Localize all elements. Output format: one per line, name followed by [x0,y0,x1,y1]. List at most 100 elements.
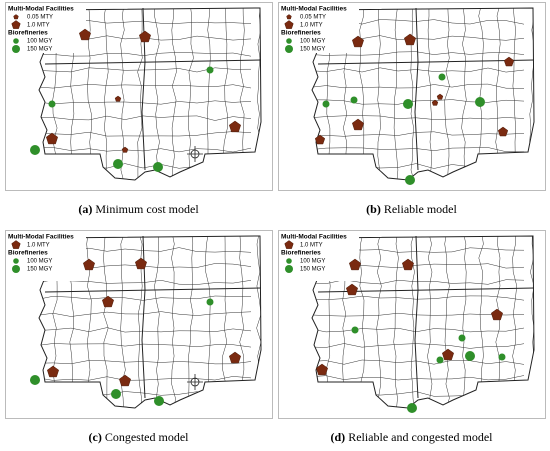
county-line [478,8,484,180]
county-line [512,236,518,408]
facility-marker [121,146,129,153]
legend-title: Biorefineries [8,30,48,37]
compass [187,374,203,390]
biorefinery-marker [405,175,415,185]
county-line [410,236,416,408]
facility-marker [491,308,503,321]
county-line [462,236,467,408]
map-panel: Multi-Modal Facilities 1.0 MTYBiorefineri… [5,230,273,419]
caption: (c) Congested model [89,430,190,444]
map-panel: Multi-Modal Facilities 1.0 MTYBiorefineri… [278,230,546,419]
map-panel: Multi-Modal Facilities 0.05 MTY 1.0 MTYBio… [5,2,273,191]
county-line [393,8,399,180]
facility-marker [13,14,19,20]
facility-marker [404,33,416,46]
county-line [188,236,194,408]
county-line [312,115,525,120]
caption: (d) Reliable and congested model [331,430,494,444]
county-line [39,343,252,348]
caption-text: Reliable model [384,202,458,216]
county-line [410,8,415,180]
county-line [171,8,177,180]
legend-label: 150 MGY [27,47,52,53]
county-line [205,236,211,408]
county-line [312,51,525,56]
county-line [39,84,252,89]
facility-marker [229,120,241,133]
legend-title: Multi-Modal Facilities [281,6,347,13]
county-line [444,8,450,180]
county-line [39,147,252,153]
biorefinery-marker [351,326,359,334]
county-line [495,8,501,180]
county-line [427,8,433,180]
legend-title: Multi-Modal Facilities [281,234,347,241]
facility-marker [114,95,122,102]
county-line [222,236,228,408]
facility-marker [314,134,326,145]
biorefinery-marker [458,334,466,342]
facility-marker [284,20,294,29]
biorefinery-marker [436,356,444,364]
facility-marker [349,258,361,271]
county-line [512,8,516,180]
state-line [414,235,419,399]
county-line [312,279,525,285]
facility-marker [11,240,21,249]
state-line [44,287,262,293]
county-line [312,343,525,349]
legend-label: 0.05 MTY [300,15,326,21]
county-line [39,115,252,121]
biorefinery-marker [475,97,485,107]
county-line [137,236,143,408]
facility-marker [497,126,509,137]
facility-marker [431,99,439,106]
map-outline [38,7,262,181]
legend-box [6,231,86,281]
biorefinery-marker [206,298,214,306]
caption-label: (a) [78,202,92,216]
caption-text: Congested model [105,430,189,444]
facility-marker [436,93,444,100]
legend-title: Multi-Modal Facilities [8,6,74,13]
county-line [103,236,109,408]
legend-label: 1.0 MTY [300,23,323,29]
facility-marker [503,56,515,67]
facility-marker [47,365,59,378]
caption-label: (c) [89,430,102,444]
facility-marker [83,258,95,271]
legend-label: 100 MGY [300,39,325,45]
biorefinery-marker [111,389,121,399]
state-line [44,59,262,65]
biorefinery-marker [285,265,293,273]
county-line [206,8,211,180]
legend-label: 100 MGY [27,39,52,45]
biorefinery-marker [30,375,40,385]
county-line [461,8,467,180]
legend-title: Multi-Modal Facilities [8,234,74,241]
county-line [377,8,381,180]
state-line [414,7,419,171]
biorefinery-marker [498,353,506,361]
legend-label: 1.0 MTY [300,243,323,249]
county-line [359,236,365,408]
county-line [154,8,160,180]
biorefinery-marker [12,265,20,273]
facility-marker [135,257,147,270]
county-line [239,236,245,408]
biorefinery-marker [206,66,214,74]
map-outline [38,235,262,409]
legend-label: 0.05 MTY [27,15,53,21]
biorefinery-marker [322,100,330,108]
state-line [317,59,535,65]
county-line [312,147,525,153]
biorefinery-marker [12,45,20,53]
biorefinery-marker [438,73,446,81]
county-line [376,236,382,408]
legend-title: Biorefineries [281,250,321,257]
facility-marker [346,283,358,296]
biorefinery-marker [407,403,417,413]
county-line [171,236,176,408]
facility-marker [79,28,91,41]
